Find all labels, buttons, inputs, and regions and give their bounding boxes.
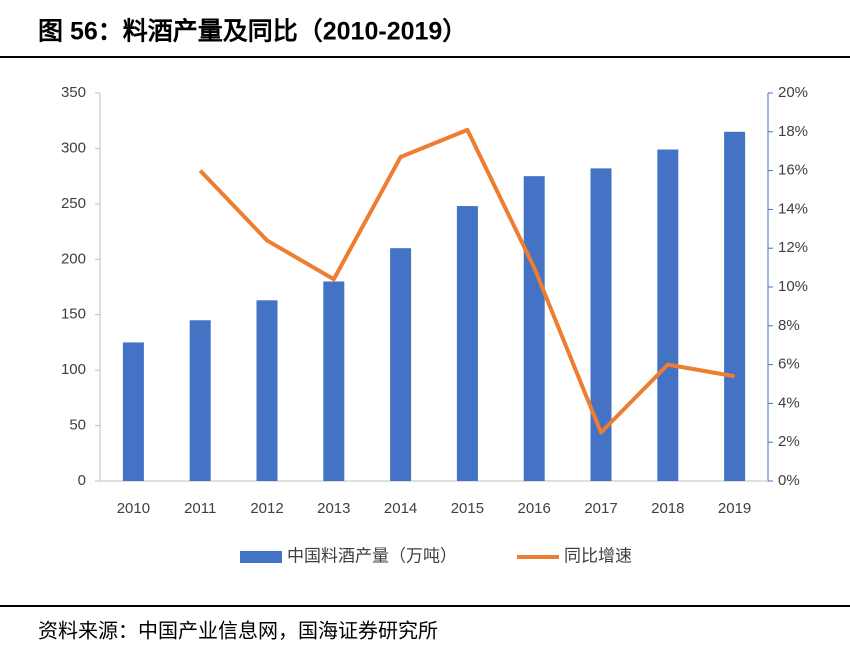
legend-swatch [240, 551, 282, 563]
source: 资料来源：中国产业信息网，国海证券研究所 [38, 619, 438, 642]
x-tick-label: 2017 [584, 500, 617, 517]
y2-tick-label: 6% [778, 356, 800, 373]
y2-tick-label: 4% [778, 394, 800, 411]
y2-tick-label: 16% [778, 162, 808, 179]
x-tick-label: 2012 [250, 500, 283, 517]
x-tick-label: 2016 [518, 500, 551, 517]
y-tick-label: 50 [69, 417, 86, 434]
y2-tick-label: 8% [778, 317, 800, 334]
legend-label: 同比增速 [564, 546, 632, 565]
x-tick-label: 2011 [184, 500, 216, 517]
x-tick-label: 2014 [384, 500, 417, 517]
y-tick-label: 250 [61, 195, 86, 212]
bar [657, 149, 679, 481]
y2-tick-label: 0% [778, 472, 800, 489]
x-tick-label: 2019 [718, 500, 751, 517]
y2-tick-label: 12% [778, 239, 808, 256]
y-tick-label: 150 [61, 306, 86, 323]
bar [523, 176, 545, 481]
legend-label: 中国料酒产量（万吨） [287, 546, 457, 565]
x-tick-label: 2018 [651, 500, 684, 517]
y2-tick-label: 14% [778, 200, 808, 217]
y-tick-label: 300 [61, 139, 86, 156]
bar [256, 300, 278, 481]
bar [122, 342, 144, 481]
y2-tick-label: 2% [778, 433, 800, 450]
y2-tick-label: 10% [778, 278, 808, 295]
x-tick-label: 2013 [317, 500, 350, 517]
y-tick-label: 350 [61, 84, 86, 101]
line [198, 127, 735, 435]
y2-tick-label: 20% [778, 84, 808, 101]
bar [724, 131, 746, 482]
chart-title: 图 56：料酒产量及同比（2010-2019） [38, 17, 467, 46]
bar [456, 206, 478, 481]
bar [323, 281, 345, 481]
x-tick-label: 2010 [117, 500, 150, 517]
y-tick-label: 100 [61, 361, 86, 378]
y2-tick-label: 18% [778, 123, 808, 140]
x-tick-label: 2015 [451, 500, 484, 517]
bar [390, 248, 412, 481]
y-tick-label: 200 [61, 250, 86, 267]
bar [189, 320, 211, 481]
bar [590, 168, 612, 481]
y-tick-label: 0 [78, 472, 86, 489]
